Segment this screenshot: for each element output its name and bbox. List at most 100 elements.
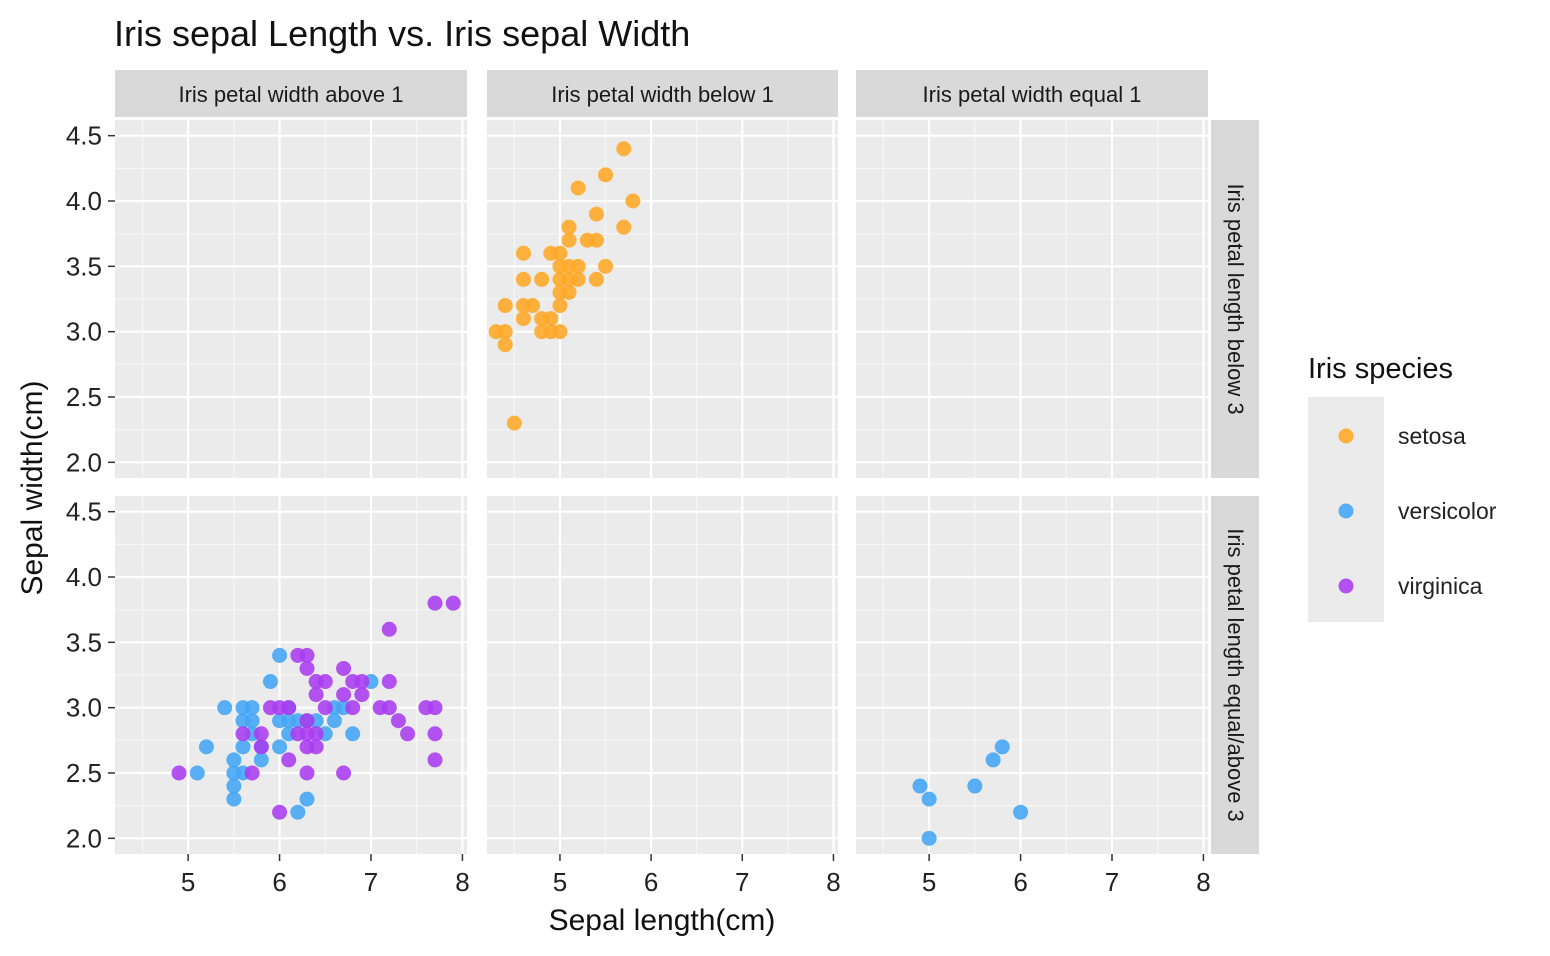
data-point-versicolor xyxy=(326,713,342,729)
data-point-virginica xyxy=(445,595,461,611)
data-point-setosa xyxy=(525,298,541,314)
column-strip-label: Iris petal width below 1 xyxy=(551,82,774,107)
data-point-virginica xyxy=(381,621,397,637)
data-point-setosa xyxy=(588,271,604,287)
legend-label-virginica: virginica xyxy=(1398,573,1483,599)
data-point-virginica xyxy=(171,765,187,781)
data-point-virginica xyxy=(336,660,352,676)
data-point-virginica xyxy=(317,700,333,716)
y-tick-label: 4.5 xyxy=(66,121,102,151)
data-point-virginica xyxy=(281,752,297,768)
data-point-setosa xyxy=(598,167,614,183)
data-point-versicolor xyxy=(912,778,928,794)
x-tick-label: 5 xyxy=(181,867,195,897)
data-point-versicolor xyxy=(253,752,269,768)
data-point-virginica xyxy=(244,765,260,781)
y-tick-label: 4.5 xyxy=(66,497,102,527)
data-point-versicolor xyxy=(290,804,306,820)
x-tick-label: 7 xyxy=(1105,867,1119,897)
data-point-setosa xyxy=(616,141,632,157)
data-point-setosa xyxy=(552,298,568,314)
data-point-setosa xyxy=(488,324,504,340)
facet-panel xyxy=(856,120,1208,478)
row-strip xyxy=(1211,496,1259,854)
legend-label-setosa: setosa xyxy=(1398,423,1466,449)
data-point-versicolor xyxy=(235,739,251,755)
data-point-setosa xyxy=(515,271,531,287)
data-point-setosa xyxy=(543,311,559,327)
facet-panel xyxy=(487,120,838,478)
data-point-virginica xyxy=(317,674,333,690)
data-point-virginica xyxy=(336,765,352,781)
row-strip xyxy=(1211,120,1259,478)
column-strip-label: Iris petal width equal 1 xyxy=(923,82,1142,107)
data-point-versicolor xyxy=(272,739,288,755)
data-point-versicolor xyxy=(272,647,288,663)
column-strip xyxy=(115,70,467,117)
x-axis-title: Sepal length(cm) xyxy=(549,904,776,937)
facet-panel xyxy=(115,496,467,854)
data-point-setosa xyxy=(561,219,577,235)
data-point-setosa xyxy=(506,415,522,431)
y-tick-label: 3.0 xyxy=(66,317,102,347)
data-point-virginica xyxy=(299,713,315,729)
y-tick-label: 2.0 xyxy=(66,447,102,477)
x-tick-label: 6 xyxy=(644,867,658,897)
data-point-setosa xyxy=(497,298,513,314)
data-point-versicolor xyxy=(244,700,260,716)
data-point-setosa xyxy=(570,271,586,287)
legend-key-setosa xyxy=(1338,428,1354,444)
data-point-virginica xyxy=(299,765,315,781)
x-tick-label: 6 xyxy=(272,867,286,897)
x-tick-label: 8 xyxy=(826,867,840,897)
data-point-virginica xyxy=(235,726,251,742)
data-point-virginica xyxy=(308,739,324,755)
data-point-virginica xyxy=(354,674,370,690)
axes: 2.0 2.5 3.0 3.5 4.0 4.5 2.0 2.5 3.0 3.5 4.0 4.5 5 6 7 8… xyxy=(66,121,1211,897)
data-point-versicolor xyxy=(299,791,315,807)
data-point-setosa xyxy=(616,219,632,235)
data-point-setosa xyxy=(534,271,550,287)
data-point-virginica xyxy=(381,700,397,716)
x-tick-label: 5 xyxy=(922,867,936,897)
data-point-virginica xyxy=(427,700,443,716)
y-tick-label: 4.0 xyxy=(66,562,102,592)
data-point-virginica xyxy=(427,726,443,742)
data-point-virginica xyxy=(427,595,443,611)
legend-label-versicolor: versicolor xyxy=(1398,498,1497,524)
data-point-virginica xyxy=(345,700,361,716)
x-tick-label: 8 xyxy=(455,867,469,897)
data-point-setosa xyxy=(588,206,604,222)
data-point-versicolor xyxy=(226,778,242,794)
facet-panels xyxy=(115,120,1208,854)
data-point-versicolor xyxy=(1013,804,1029,820)
data-point-versicolor xyxy=(189,765,205,781)
data-point-versicolor xyxy=(198,739,214,755)
data-point-versicolor xyxy=(217,700,233,716)
y-tick-label: 2.0 xyxy=(66,823,102,853)
column-strip xyxy=(856,70,1208,117)
data-point-virginica xyxy=(281,700,297,716)
data-point-setosa xyxy=(561,284,577,300)
panel-points xyxy=(912,739,1029,846)
data-point-virginica xyxy=(381,674,397,690)
data-point-versicolor xyxy=(262,674,278,690)
data-point-versicolor xyxy=(985,752,1001,768)
data-point-virginica xyxy=(308,726,324,742)
x-tick-label: 7 xyxy=(364,867,378,897)
data-point-setosa xyxy=(588,232,604,248)
data-point-versicolor xyxy=(921,830,937,846)
y-axis-title: Sepal width(cm) xyxy=(16,380,49,595)
x-tick-label: 5 xyxy=(553,867,567,897)
data-point-setosa xyxy=(515,245,531,261)
data-point-virginica xyxy=(308,687,324,703)
data-point-setosa xyxy=(598,258,614,274)
data-point-virginica xyxy=(354,687,370,703)
data-point-virginica xyxy=(253,739,269,755)
data-point-virginica xyxy=(400,726,416,742)
x-tick-label: 6 xyxy=(1013,867,1027,897)
data-point-virginica xyxy=(272,804,288,820)
facet-panel xyxy=(115,120,467,478)
x-tick-label: 8 xyxy=(1196,867,1210,897)
data-point-versicolor xyxy=(967,778,983,794)
